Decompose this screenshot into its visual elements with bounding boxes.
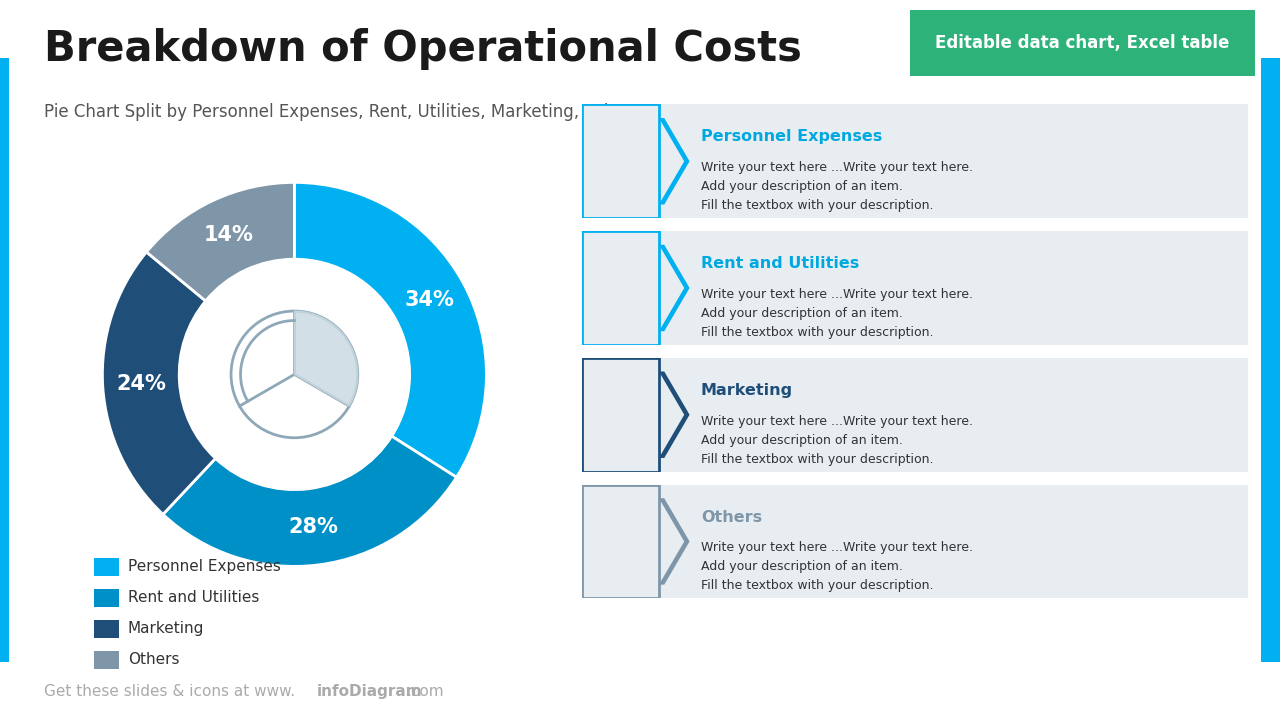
Text: Get these slides & icons at www.: Get these slides & icons at www. bbox=[44, 684, 294, 698]
FancyBboxPatch shape bbox=[582, 104, 659, 218]
Text: Rent and Utilities: Rent and Utilities bbox=[128, 590, 259, 606]
Wedge shape bbox=[294, 182, 486, 477]
Wedge shape bbox=[102, 252, 215, 514]
Wedge shape bbox=[146, 182, 294, 301]
Text: Others: Others bbox=[701, 510, 762, 525]
Polygon shape bbox=[659, 498, 690, 585]
Text: Write your text here ...Write your text here.
Add your description of an item.
F: Write your text here ...Write your text … bbox=[701, 288, 973, 339]
Text: Personnel Expenses: Personnel Expenses bbox=[128, 559, 280, 574]
FancyBboxPatch shape bbox=[582, 485, 1248, 598]
Text: Breakdown of Operational Costs: Breakdown of Operational Costs bbox=[44, 27, 803, 70]
Text: Editable data chart, Excel table: Editable data chart, Excel table bbox=[934, 34, 1229, 52]
Polygon shape bbox=[659, 118, 690, 204]
FancyBboxPatch shape bbox=[95, 620, 119, 638]
Text: 24%: 24% bbox=[116, 374, 166, 394]
Circle shape bbox=[179, 259, 410, 490]
FancyBboxPatch shape bbox=[910, 10, 1254, 76]
Polygon shape bbox=[659, 245, 690, 331]
Polygon shape bbox=[659, 372, 690, 458]
Text: Marketing: Marketing bbox=[128, 621, 204, 636]
Text: Write your text here ...Write your text here.
Add your description of an item.
F: Write your text here ...Write your text … bbox=[701, 415, 973, 466]
Text: Others: Others bbox=[128, 652, 179, 667]
Wedge shape bbox=[163, 436, 457, 567]
FancyBboxPatch shape bbox=[582, 358, 1248, 472]
FancyBboxPatch shape bbox=[582, 104, 1248, 218]
Text: Write your text here ...Write your text here.
Add your description of an item.
F: Write your text here ...Write your text … bbox=[701, 541, 973, 593]
FancyBboxPatch shape bbox=[582, 231, 1248, 345]
Text: Write your text here ...Write your text here.
Add your description of an item.
F: Write your text here ...Write your text … bbox=[701, 161, 973, 212]
Text: 28%: 28% bbox=[289, 517, 339, 537]
Text: Marketing: Marketing bbox=[701, 383, 794, 398]
Text: Pie Chart Split by Personnel Expenses, Rent, Utilities, Marketing, Others: Pie Chart Split by Personnel Expenses, R… bbox=[44, 103, 640, 121]
Polygon shape bbox=[294, 311, 357, 406]
Text: Rent and Utilities: Rent and Utilities bbox=[701, 256, 859, 271]
Text: .com: .com bbox=[406, 684, 444, 698]
Text: 14%: 14% bbox=[204, 225, 253, 246]
FancyBboxPatch shape bbox=[582, 485, 659, 598]
FancyBboxPatch shape bbox=[95, 557, 119, 576]
FancyBboxPatch shape bbox=[95, 651, 119, 669]
FancyBboxPatch shape bbox=[1261, 58, 1280, 662]
FancyBboxPatch shape bbox=[582, 231, 659, 345]
Text: Personnel Expenses: Personnel Expenses bbox=[701, 130, 882, 145]
Text: 34%: 34% bbox=[404, 290, 454, 310]
Text: infoDiagram: infoDiagram bbox=[317, 684, 422, 698]
FancyBboxPatch shape bbox=[0, 58, 9, 662]
FancyBboxPatch shape bbox=[582, 358, 659, 472]
FancyBboxPatch shape bbox=[95, 589, 119, 607]
